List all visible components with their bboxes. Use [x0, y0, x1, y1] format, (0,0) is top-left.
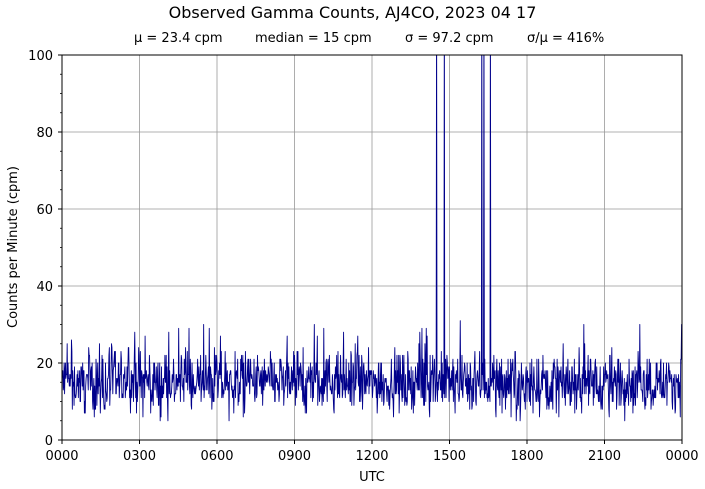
stat-median: median = 15 cpm	[255, 31, 372, 46]
stat-cv: σ/μ = 416%	[527, 31, 605, 46]
x-tick-label: 0000	[665, 449, 698, 464]
y-tick-label: 80	[36, 126, 53, 141]
y-tick-label: 100	[28, 49, 53, 64]
y-axis-label: Counts per Minute (cpm)	[6, 166, 21, 328]
x-tick-label: 1200	[355, 449, 388, 464]
count-series-line	[62, 55, 682, 422]
x-axis-label: UTC	[359, 470, 385, 485]
y-tick-label: 0	[45, 434, 53, 449]
chart-title: Observed Gamma Counts, AJ4CO, 2023 04 17	[168, 3, 537, 22]
x-axis: 0000 0300 0600 0900 1200 1500 1800 2100 0000	[45, 440, 699, 464]
stat-sigma: σ = 97.2 cpm	[405, 31, 494, 46]
x-tick-label: 0000	[45, 449, 78, 464]
y-tick-label: 40	[36, 280, 53, 295]
y-axis: 0 20 40 60 80 100	[28, 49, 62, 449]
y-tick-label: 60	[36, 203, 53, 218]
x-tick-label: 1800	[510, 449, 543, 464]
series-group	[62, 55, 682, 422]
x-tick-label: 0900	[278, 449, 311, 464]
stats-row: μ = 23.4 cpm median = 15 cpm σ = 97.2 cp…	[62, 31, 682, 49]
x-tick-label: 0300	[123, 449, 156, 464]
x-tick-label: 0600	[200, 449, 233, 464]
stat-mean: μ = 23.4 cpm	[134, 31, 223, 46]
x-tick-label: 2100	[588, 449, 621, 464]
y-tick-label: 20	[36, 357, 53, 372]
x-tick-label: 1500	[433, 449, 466, 464]
